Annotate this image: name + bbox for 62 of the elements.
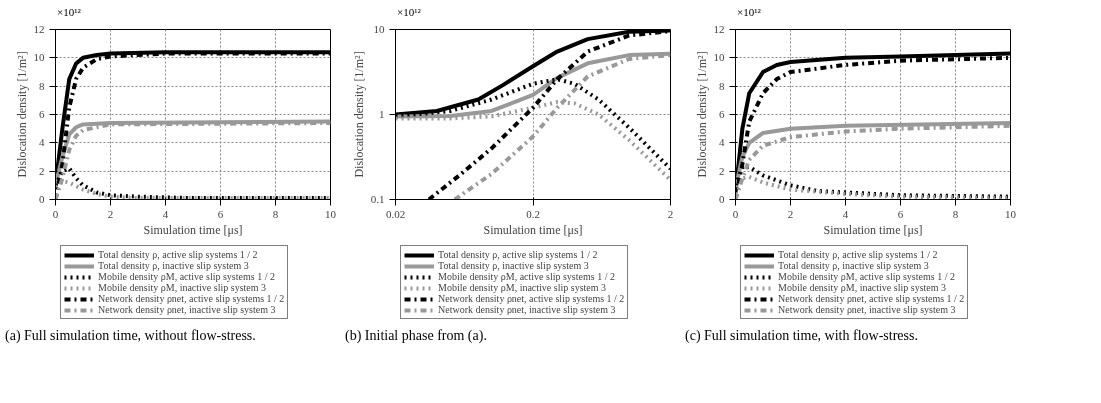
x-axis-title: Simulation time [μs] — [823, 222, 923, 237]
text: (a) Full simulation time, without flow-stress. — [5, 327, 256, 345]
x-tick-label: 10 — [325, 207, 337, 220]
legend-label: Network density ρnet, inactive slip system 3 — [778, 304, 956, 315]
legend-label: Total density ρ, active slip systems 1 / 2 — [438, 249, 598, 260]
y-axis-title: Dislocation density [1/m²] — [14, 51, 29, 178]
legend-label: Network density ρnet, active slip systems 1 / 2 — [778, 293, 965, 304]
x-tick-label: 4 — [162, 207, 169, 220]
x-tick-label: 0 — [732, 207, 739, 220]
text: ×10¹² — [397, 5, 421, 20]
legend-label: Network density ρnet, inactive slip system 3 — [438, 304, 616, 315]
y-tick-label: 0 — [39, 193, 45, 205]
y-tick-label: 8 — [39, 79, 45, 92]
x-tick-label: 8 — [952, 207, 959, 220]
x-tick-label: 2 — [787, 207, 794, 220]
x-tick-label: 2 — [107, 207, 114, 220]
text: (c) Full simulation time, with flow-stress. — [685, 327, 918, 345]
legend-label: Total density ρ, active slip systems 1 / 2 — [98, 249, 258, 260]
legend-label: Network density ρnet, inactive slip system 3 — [98, 304, 276, 315]
x-axis-title: Simulation time [μs] — [143, 222, 243, 237]
x-tick-label: 4 — [842, 207, 849, 220]
x-axis-title: Simulation time [μs] — [483, 222, 583, 237]
text: ×10¹² — [737, 5, 761, 20]
y-tick-label: 4 — [39, 136, 45, 149]
x-tick-label: 2 — [667, 207, 674, 220]
legend-label: Mobile density ρM, active slip systems 1 / 2 — [98, 271, 275, 282]
x-tick-label: 6 — [217, 207, 224, 220]
y-tick-label: 12 — [713, 23, 725, 35]
y-tick-label: 12 — [33, 23, 45, 35]
y-tick-label: 10 — [713, 51, 725, 64]
y-axis-title: Dislocation density [1/m²] — [694, 51, 709, 178]
text: ×10¹² — [57, 5, 81, 20]
legend-label: Total density ρ, inactive slip system 3 — [778, 260, 929, 271]
x-tick-label: 0 — [52, 207, 59, 220]
y-tick-label: 10 — [33, 51, 45, 64]
x-tick-label: 10 — [1005, 207, 1017, 220]
x-tick-label: 8 — [272, 207, 279, 220]
legend-label: Total density ρ, inactive slip system 3 — [98, 260, 249, 271]
y-tick-label: 8 — [719, 79, 725, 92]
y-tick-label: 4 — [719, 136, 725, 149]
legend-label: Mobile density ρM, inactive slip system 3 — [778, 282, 947, 293]
legend-label: Mobile density ρM, inactive slip system 3 — [438, 282, 607, 293]
x-tick-label: 6 — [897, 207, 904, 220]
legend-label: Mobile density ρM, active slip systems 1 / 2 — [778, 271, 955, 282]
legend-label: Total density ρ, inactive slip system 3 — [438, 260, 589, 271]
legend-label: Mobile density ρM, active slip systems 1 / 2 — [438, 271, 615, 282]
x-tick-label: 0.02 — [385, 207, 406, 220]
x-tick-label: 0.2 — [526, 207, 540, 220]
text: (b) Initial phase from (a). — [345, 327, 487, 345]
y-tick-label: 6 — [39, 108, 45, 120]
legend-label: Mobile density ρM, inactive slip system 3 — [98, 282, 267, 293]
legend-label: Network density ρnet, active slip systems 1 / 2 — [438, 293, 625, 304]
legend-label: Network density ρnet, active slip systems 1 / 2 — [98, 293, 285, 304]
y-tick-label: 6 — [719, 108, 725, 120]
y-axis-title: Dislocation density [1/m²] — [351, 51, 366, 178]
y-tick-label: 2 — [719, 164, 725, 177]
y-tick-label: 10 — [373, 23, 385, 35]
y-tick-label: 2 — [39, 164, 45, 177]
y-tick-label: 0 — [719, 193, 725, 205]
y-tick-label: 0.1 — [370, 193, 385, 205]
legend-label: Total density ρ, active slip systems 1 / 2 — [778, 249, 938, 260]
y-tick-label: 1 — [379, 108, 385, 120]
